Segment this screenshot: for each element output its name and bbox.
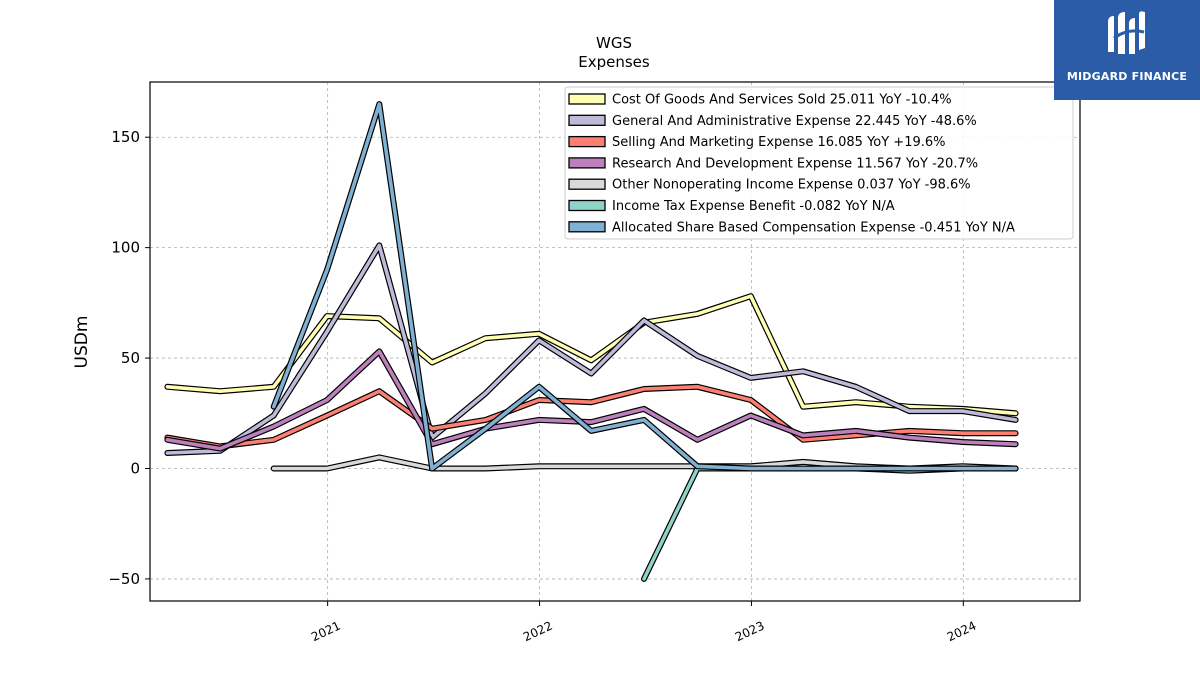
plot-area-frame xyxy=(149,81,1081,602)
series-line-income-tax xyxy=(642,466,1018,581)
x-tick-label: 2022 xyxy=(521,619,555,645)
legend-swatch xyxy=(568,114,606,126)
legend-swatch xyxy=(568,199,606,212)
legend-label: Allocated Share Based Compensation Expen… xyxy=(612,220,1015,235)
brand-name: MIDGARD FINANCE xyxy=(1066,70,1188,83)
chart-title: WGS xyxy=(596,34,632,52)
legend-label: Selling And Marketing Expense 16.085 YoY… xyxy=(612,135,946,150)
y-axis: −50 0 50 100 150 xyxy=(108,128,150,588)
y-tick-label: 100 xyxy=(111,239,140,257)
y-tick-label: −50 xyxy=(108,570,140,588)
y-axis-label: USDm xyxy=(72,316,92,369)
legend-swatch xyxy=(568,221,606,233)
series-line-share-comp xyxy=(271,102,1018,471)
legend-label: Research And Development Expense 11.567 … xyxy=(612,156,978,171)
x-tick-label: 2023 xyxy=(733,619,767,645)
series-line-cogs xyxy=(165,294,1018,416)
legend-swatch xyxy=(568,157,606,169)
legend: Cost Of Goods And Services Sold 25.011 Y… xyxy=(564,86,1074,240)
chart-subtitle: Expenses xyxy=(578,53,650,71)
legend-label: Income Tax Expense Benefit -0.082 YoY N/… xyxy=(612,199,895,214)
legend-swatch xyxy=(568,93,606,105)
legend-label: Cost Of Goods And Services Sold 25.011 Y… xyxy=(612,93,952,108)
legend-swatch xyxy=(568,135,606,148)
brand-logo: MIDGARD FINANCE xyxy=(1054,0,1200,100)
brand-logo-icon xyxy=(1108,11,1145,54)
legend-swatch xyxy=(568,178,606,190)
x-tick-label: 2024 xyxy=(945,619,979,645)
series-line-r-and-d xyxy=(165,349,1018,451)
x-axis: 2021 2022 2023 2024 xyxy=(309,601,978,644)
y-tick-label: 50 xyxy=(121,349,140,367)
legend-label: General And Administrative Expense 22.44… xyxy=(612,114,977,129)
x-tick-label: 2021 xyxy=(309,619,343,645)
legend-frame xyxy=(564,86,1074,240)
series-outline-income-tax xyxy=(641,465,1019,582)
y-tick-label: 150 xyxy=(111,128,140,146)
series-lines xyxy=(164,101,1019,582)
series-line-g-and-a xyxy=(165,243,1018,455)
legend-label: Other Nonoperating Income Expense 0.037 … xyxy=(612,178,971,193)
y-tick-label: 0 xyxy=(130,459,140,477)
